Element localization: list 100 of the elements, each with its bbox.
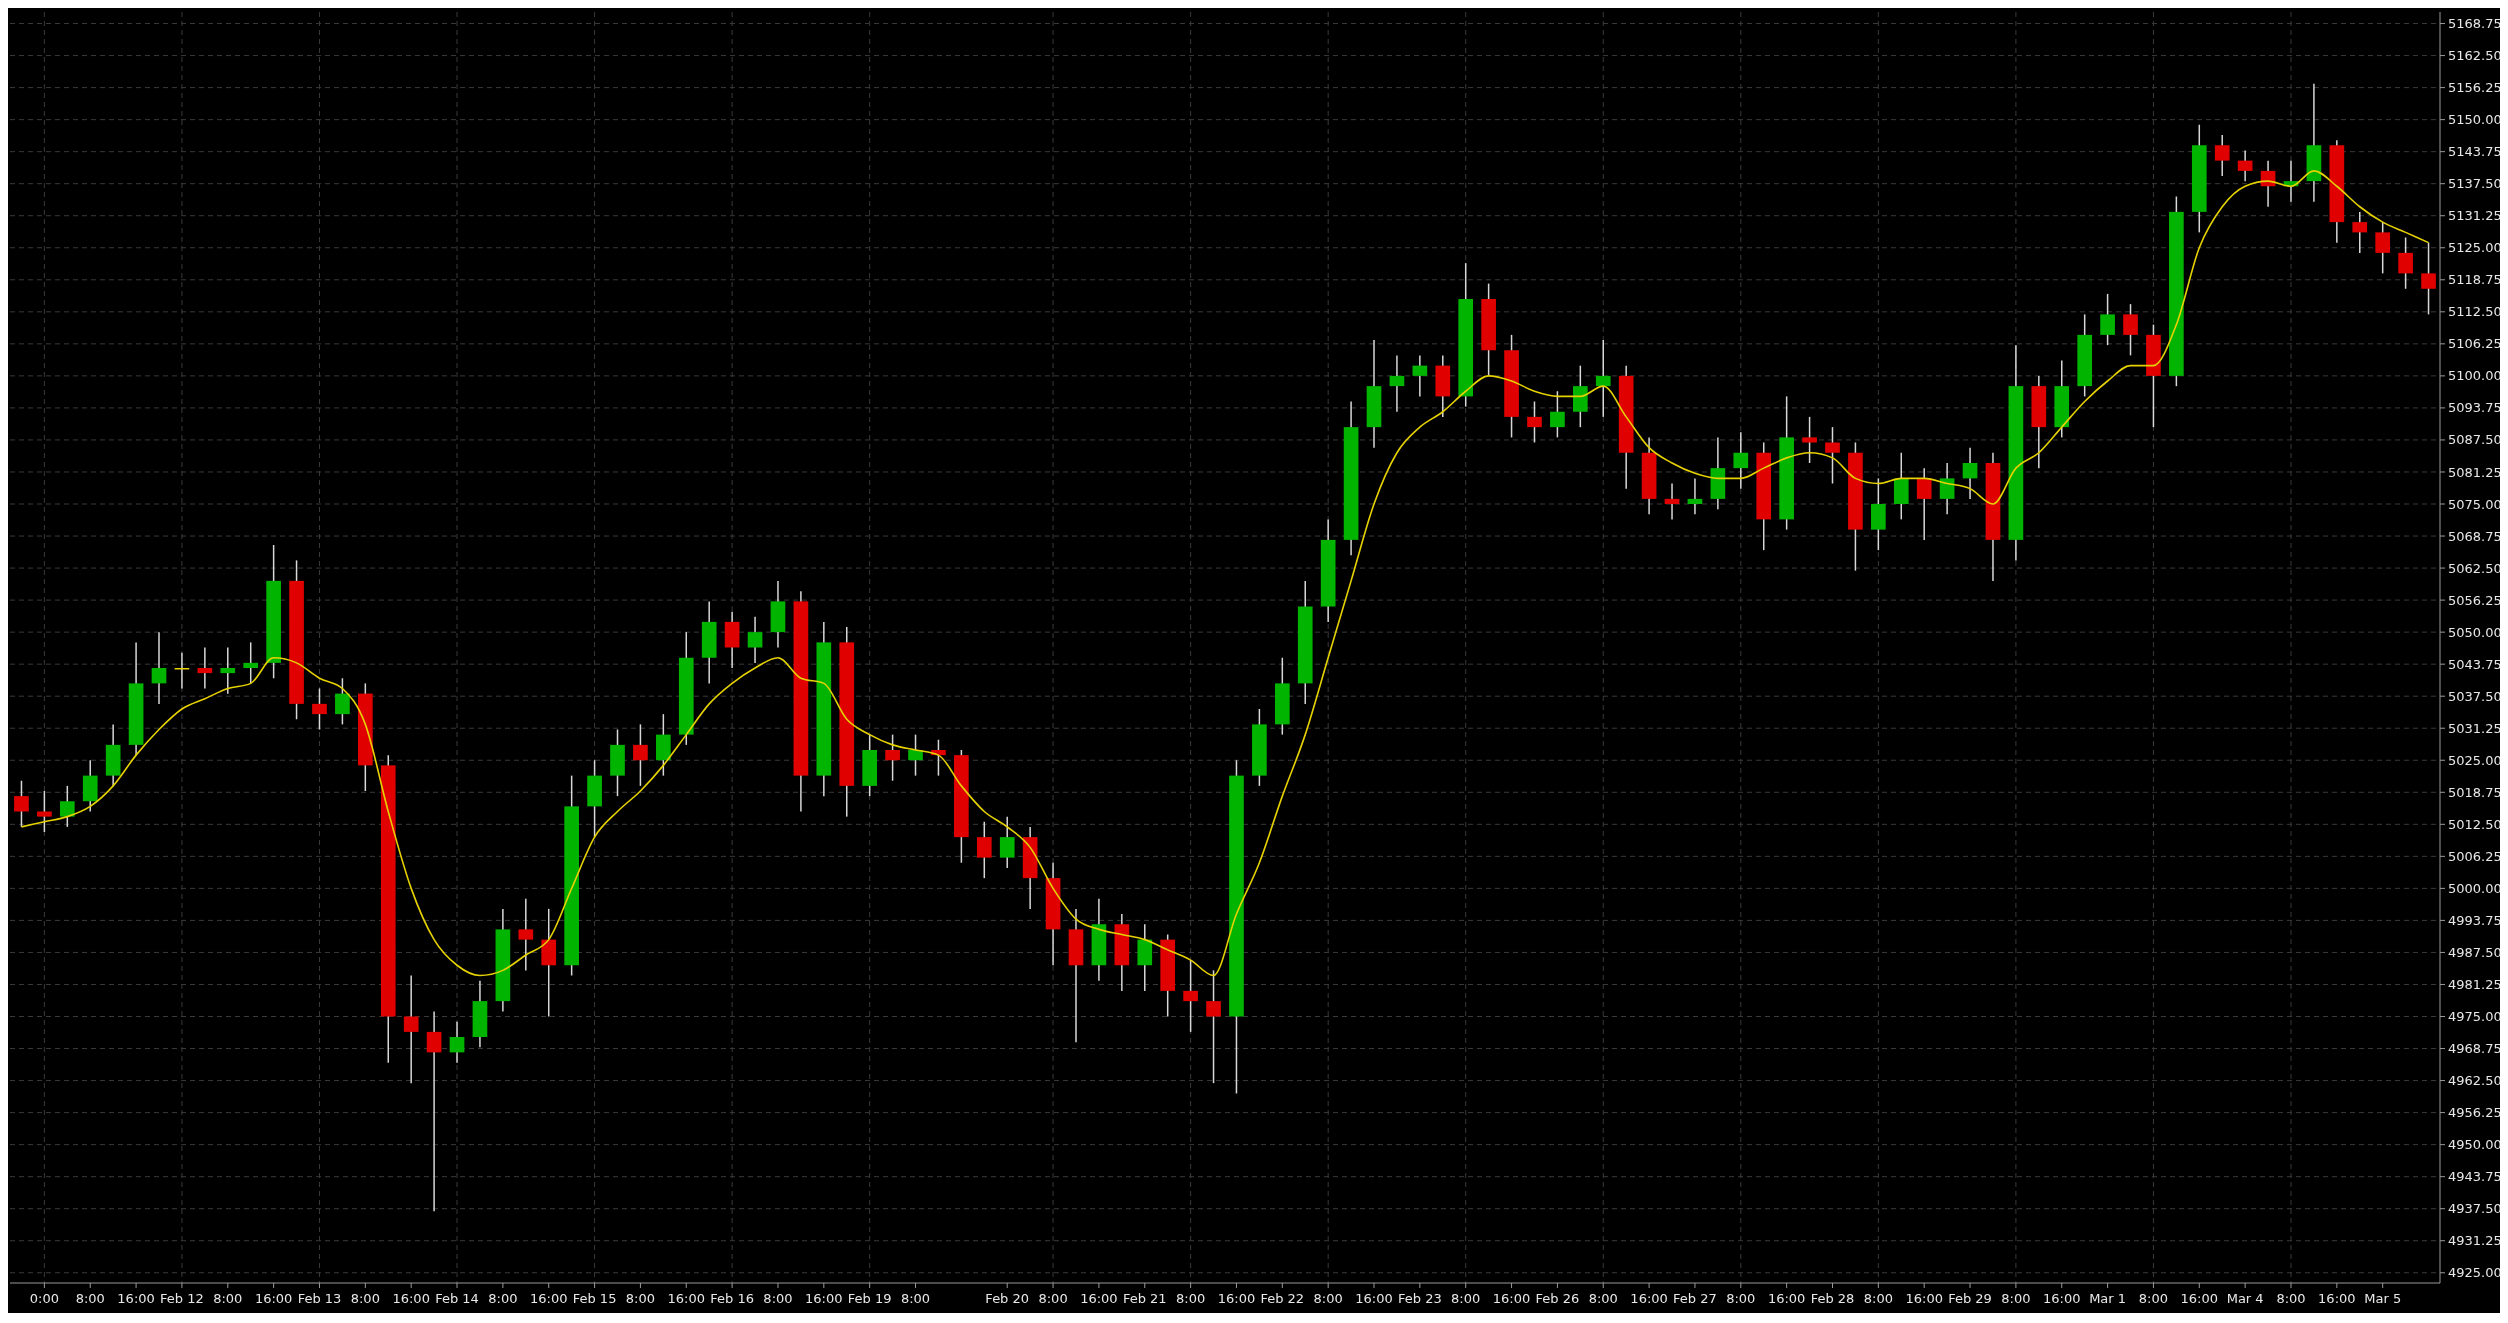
candlestick: [1687, 477, 1703, 515]
y-tick-label: 4937.50: [2448, 1201, 2502, 1217]
y-tick-label: 5081.25: [2448, 464, 2502, 480]
candlestick: [2214, 134, 2230, 177]
candlestick: [518, 897, 534, 972]
candlestick: [426, 1010, 442, 1212]
candlestick: [403, 974, 419, 1084]
candlestick: [1412, 354, 1428, 398]
candlestick: [174, 651, 190, 690]
x-tick-label: 16:00: [667, 1291, 706, 1306]
y-tick-label: 5056.25: [2448, 592, 2502, 608]
candlestick: [220, 646, 236, 695]
candlestick: [1206, 969, 1221, 1084]
x-tick-label: 8:00: [75, 1291, 105, 1306]
candlestick: [1733, 431, 1749, 490]
candlestick: [2375, 221, 2391, 275]
x-tick-label: 8:00: [2001, 1291, 2031, 1306]
x-tick-label: 16:00: [392, 1291, 430, 1306]
y-tick-label: 4968.75: [2448, 1041, 2502, 1057]
y-tick-label: 4931.25: [2448, 1233, 2502, 1249]
x-tick-label: Feb 26: [1535, 1291, 1580, 1306]
x-tick-label: 16:00: [1767, 1291, 1806, 1306]
x-tick-label: 16:00: [529, 1291, 568, 1306]
candlestick: [59, 785, 75, 828]
x-tick-label: Feb 21: [1122, 1291, 1167, 1306]
candlestick: [1527, 400, 1542, 444]
x-tick-label: Mar 4: [2226, 1291, 2264, 1306]
candlestick: [14, 780, 29, 828]
y-tick-label: 5031.25: [2448, 720, 2502, 736]
x-tick-label: 8:00: [1863, 1291, 1893, 1306]
x-tick-label: Mar 1: [2089, 1291, 2127, 1306]
candlestick: [999, 815, 1015, 869]
x-tick-label: Mar 5: [2364, 1291, 2402, 1306]
y-tick-label: 5012.50: [2448, 816, 2502, 832]
candlestick: [312, 687, 327, 731]
y-tick-label: 5037.50: [2448, 688, 2502, 704]
x-tick-label: Feb 28: [1810, 1291, 1855, 1306]
x-tick-label: 8:00: [1313, 1291, 1343, 1306]
y-tick-label: 5087.50: [2448, 432, 2502, 448]
candlestick: [1183, 959, 1198, 1033]
candlestick: [1825, 426, 1840, 485]
y-tick-label: 5150.00: [2448, 112, 2502, 128]
y-tick-label: 5125.00: [2448, 240, 2502, 256]
candlestick: [2100, 293, 2115, 346]
y-tick-label: 5062.50: [2448, 560, 2502, 576]
candlestick: [449, 1020, 465, 1064]
x-tick-label: 16:00: [1080, 1291, 1118, 1306]
candlestick: [335, 677, 350, 726]
x-tick-label: Feb 14: [435, 1291, 479, 1306]
x-tick-label: Feb 12: [160, 1291, 204, 1306]
y-tick-label: 4962.50: [2448, 1073, 2502, 1089]
x-tick-label: 16:00: [254, 1291, 293, 1306]
x-tick-label: Feb 27: [1673, 1291, 1717, 1306]
y-tick-label: 5137.50: [2448, 176, 2502, 192]
y-tick-label: 4993.75: [2448, 912, 2502, 928]
x-tick-label: Feb 29: [1948, 1291, 1992, 1306]
candlestick: [1664, 482, 1680, 521]
y-tick-label: 4981.25: [2448, 977, 2502, 993]
y-tick-label: 5168.75: [2448, 16, 2502, 32]
y-tick-label: 5118.75: [2448, 272, 2502, 288]
candlestick: [37, 790, 52, 833]
y-tick-label: 5068.75: [2448, 528, 2502, 544]
x-tick-label: 8:00: [2276, 1291, 2306, 1306]
x-tick-label: 16:00: [1355, 1291, 1393, 1306]
x-tick-label: Feb 19: [847, 1291, 892, 1306]
candlestick: [747, 616, 763, 664]
y-tick-label: 5025.00: [2448, 752, 2502, 768]
x-tick-label: Feb 23: [1398, 1291, 1442, 1306]
x-tick-label: 16:00: [2043, 1291, 2081, 1306]
x-tick-label: Feb 15: [572, 1291, 617, 1306]
x-tick-label: 16:00: [2318, 1291, 2356, 1306]
candlestick: [1802, 416, 1817, 464]
candlestick: [197, 646, 213, 690]
x-tick-label: 16:00: [1492, 1291, 1531, 1306]
candlestick: [2421, 241, 2436, 316]
x-tick-label: 16:00: [805, 1291, 843, 1306]
y-tick-label: 5075.00: [2448, 496, 2502, 512]
line-series: [20, 170, 2430, 977]
candlestick: [2237, 149, 2253, 182]
y-tick-label: 4975.00: [2448, 1009, 2502, 1025]
y-tick-label: 4956.25: [2448, 1105, 2502, 1121]
x-tick-label: 16:00: [117, 1291, 155, 1306]
y-tick-label: 5156.25: [2448, 80, 2502, 96]
candlestick: [2398, 236, 2413, 290]
y-tick-label: 5018.75: [2448, 784, 2502, 800]
y-tick-label: 4987.50: [2448, 944, 2502, 960]
x-tick-label: 8:00: [213, 1291, 243, 1306]
x-tick-label: Feb 20: [985, 1291, 1030, 1306]
x-tick-label: 8:00: [1588, 1291, 1618, 1306]
x-tick-label: 0:00: [29, 1291, 59, 1306]
x-tick-label: Feb 13: [297, 1291, 342, 1306]
candlestick: [243, 641, 259, 685]
candlestick: [1962, 446, 1978, 500]
x-tick-label: 8:00: [625, 1291, 656, 1306]
x-tick-label: Feb 16: [710, 1291, 754, 1306]
x-tick-label: 16:00: [1905, 1291, 1943, 1306]
candlestick: [633, 723, 648, 787]
x-tick-label: Feb 22: [1260, 1291, 1305, 1306]
candlestick: [151, 631, 167, 705]
x-tick-label: 8:00: [1038, 1291, 1068, 1306]
